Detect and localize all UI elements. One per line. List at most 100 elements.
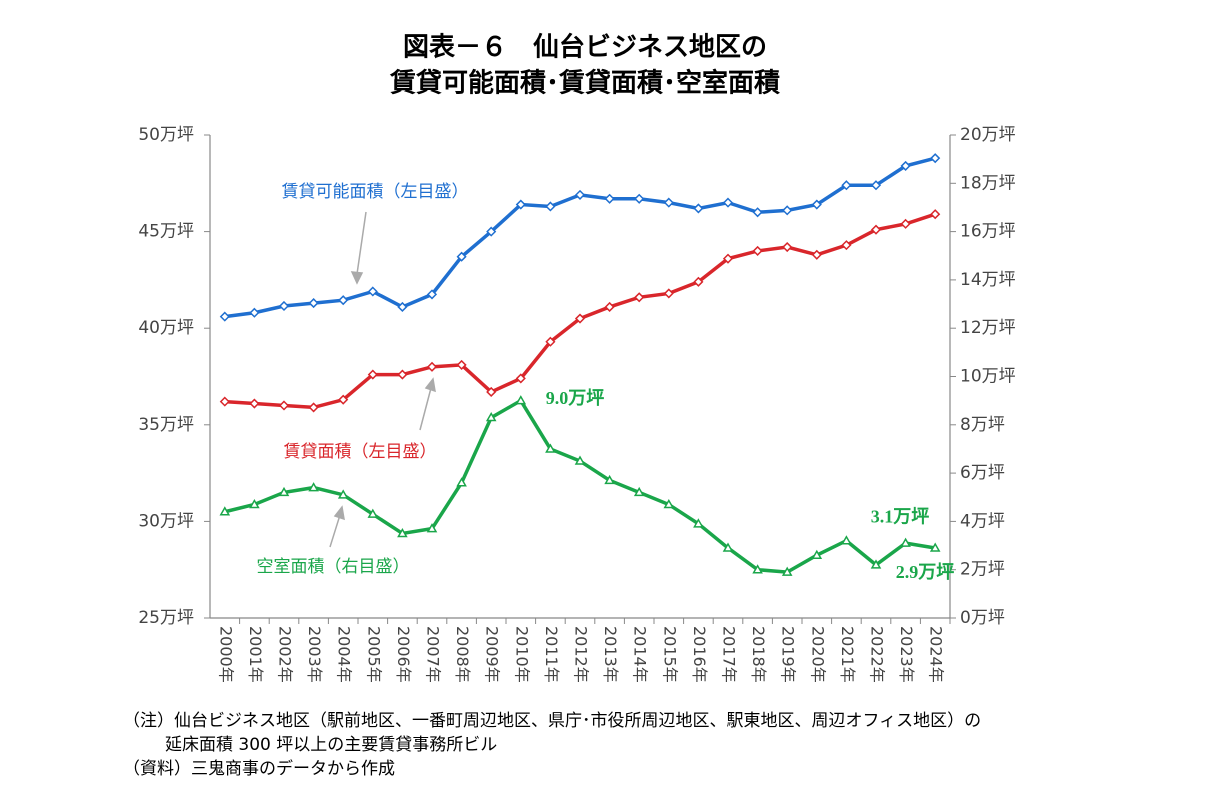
marker bbox=[633, 486, 645, 497]
x-tick-label: 2003年 bbox=[305, 626, 324, 683]
marker bbox=[249, 398, 260, 409]
note: （資料）三鬼商事のデータから作成 bbox=[123, 758, 395, 779]
y-tick-label: 45万坪 bbox=[138, 222, 194, 242]
x-tick-label: 2008年 bbox=[453, 626, 472, 683]
arrow bbox=[356, 211, 367, 275]
marker bbox=[782, 205, 793, 216]
chart-title: 図表－６ 仙台ビジネス地区の bbox=[403, 32, 767, 63]
marker bbox=[604, 474, 615, 485]
marker bbox=[486, 386, 497, 398]
marker bbox=[515, 199, 526, 210]
marker bbox=[249, 498, 260, 509]
marker bbox=[219, 396, 230, 407]
arrow bbox=[329, 514, 341, 548]
marker bbox=[841, 180, 852, 191]
x-tick-label: 2012年 bbox=[572, 626, 591, 683]
marker bbox=[870, 559, 882, 569]
x-tick-label: 2015年 bbox=[660, 626, 679, 683]
y2-tick-label: 10万坪 bbox=[960, 367, 1016, 387]
x-tick-label: 2009年 bbox=[483, 626, 502, 683]
marker bbox=[367, 286, 378, 297]
x-tick-label: 2014年 bbox=[631, 626, 650, 683]
x-tick-label: 2021年 bbox=[838, 626, 857, 683]
marker bbox=[693, 203, 704, 214]
series-line bbox=[224, 212, 936, 410]
marker bbox=[752, 207, 763, 218]
marker bbox=[929, 542, 941, 552]
arrowhead bbox=[424, 377, 436, 393]
marker bbox=[604, 301, 615, 313]
marker bbox=[574, 313, 586, 324]
chart-title: 賃貸可能面積･賃貸面積･空室面積 bbox=[389, 68, 780, 99]
marker bbox=[486, 226, 497, 237]
y-tick-label: 25万坪 bbox=[138, 608, 194, 628]
marker bbox=[870, 180, 882, 191]
marker bbox=[219, 506, 231, 516]
marker bbox=[278, 300, 290, 312]
marker bbox=[663, 288, 674, 299]
y2-tick-label: 20万坪 bbox=[960, 125, 1016, 145]
marker bbox=[781, 566, 793, 576]
y2-tick-label: 2万坪 bbox=[960, 560, 1005, 580]
arrowhead bbox=[333, 505, 345, 521]
series-label: 賃貸面積（左目盛） bbox=[284, 442, 437, 462]
marker bbox=[693, 518, 704, 528]
marker bbox=[752, 245, 763, 256]
marker bbox=[515, 395, 527, 405]
y2-tick-label: 6万坪 bbox=[960, 463, 1005, 483]
x-tick-label: 2022年 bbox=[868, 626, 887, 683]
note: （注）仙台ビジネス地区（駅前地区、一番町周辺地区、県庁･市役所周辺地区、駅東地区… bbox=[123, 711, 981, 731]
y2-tick-label: 4万坪 bbox=[960, 511, 1005, 531]
y-tick-label: 50万坪 bbox=[138, 125, 194, 145]
marker bbox=[722, 542, 734, 552]
x-tick-label: 2002年 bbox=[276, 626, 295, 683]
x-tick-label: 2016年 bbox=[690, 626, 709, 683]
marker bbox=[545, 336, 556, 347]
value-label: 9.0万坪 bbox=[546, 388, 605, 408]
y-tick-label: 30万坪 bbox=[138, 511, 194, 531]
x-tick-label: 2011年 bbox=[542, 626, 561, 683]
x-tick-label: 2019年 bbox=[779, 626, 798, 683]
marker bbox=[634, 292, 645, 303]
arrows bbox=[329, 211, 436, 548]
marker bbox=[574, 189, 586, 200]
arrowhead bbox=[350, 271, 364, 285]
marker bbox=[870, 224, 882, 235]
marker bbox=[278, 400, 290, 411]
marker bbox=[485, 412, 497, 422]
marker bbox=[456, 359, 467, 370]
marker bbox=[338, 394, 349, 405]
y2-tick-label: 18万坪 bbox=[960, 173, 1016, 193]
marker bbox=[811, 249, 822, 260]
marker bbox=[900, 218, 911, 229]
x-tick-label: 2024年 bbox=[927, 626, 946, 683]
marker bbox=[811, 549, 823, 559]
marker bbox=[308, 298, 319, 309]
y2-tick-label: 16万坪 bbox=[960, 222, 1016, 242]
marker bbox=[752, 564, 763, 574]
marker bbox=[219, 311, 230, 322]
x-tick-label: 2001年 bbox=[246, 626, 265, 683]
marker bbox=[308, 402, 319, 413]
marker bbox=[515, 373, 526, 384]
marker bbox=[545, 443, 556, 453]
series-label: 空室面積（右目盛） bbox=[257, 557, 410, 577]
marker bbox=[308, 482, 319, 492]
x-tick-label: 2000年 bbox=[216, 626, 235, 683]
marker bbox=[278, 486, 290, 497]
marker bbox=[841, 535, 852, 545]
marker bbox=[900, 160, 911, 171]
marker bbox=[456, 251, 467, 262]
marker bbox=[367, 508, 379, 518]
marker bbox=[426, 523, 438, 533]
x-tick-label: 2010年 bbox=[512, 626, 531, 683]
marker bbox=[930, 209, 941, 220]
y-tick-label: 40万坪 bbox=[138, 318, 194, 338]
marker bbox=[663, 197, 674, 208]
marker bbox=[663, 498, 675, 509]
series-label: 賃貸可能面積（左目盛） bbox=[282, 182, 469, 202]
x-tick-label: 2013年 bbox=[601, 626, 620, 683]
y2-tick-label: 14万坪 bbox=[960, 270, 1016, 290]
x-tick-label: 2006年 bbox=[394, 626, 413, 683]
marker bbox=[426, 361, 438, 372]
